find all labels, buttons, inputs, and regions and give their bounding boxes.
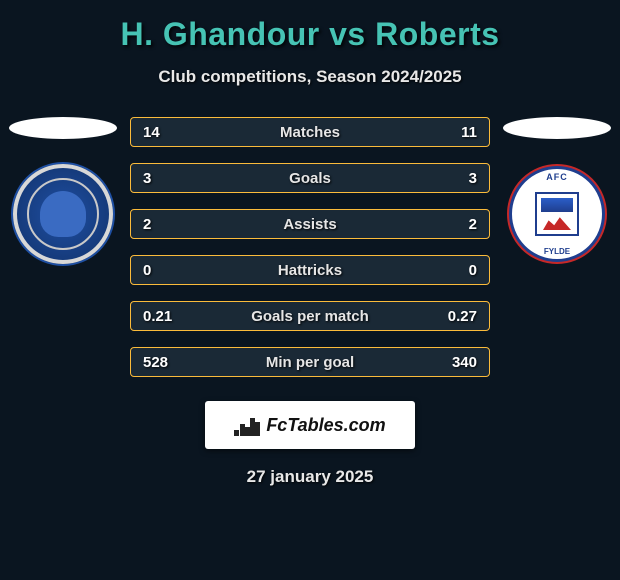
stat-left-value: 14 <box>143 124 183 141</box>
stats-column: 14Matches11 3Goals3 2Assists2 0Hattricks0 0.… <box>130 117 490 377</box>
page-title: H. Ghandour vs Roberts <box>0 16 620 53</box>
stat-right-value: 11 <box>437 124 477 141</box>
player-placeholder-right <box>503 117 611 139</box>
bar-chart-icon <box>234 414 260 436</box>
comparison-card: H. Ghandour vs Roberts Club competitions… <box>0 0 620 487</box>
mini-bar <box>255 422 260 436</box>
stat-row: 14Matches11 <box>130 117 490 147</box>
stat-row: 2Assists2 <box>130 209 490 239</box>
stat-right-value: 340 <box>437 354 477 371</box>
club-crest-fylde: AFC FYLDE <box>507 164 607 264</box>
stat-left-value: 0 <box>143 262 183 279</box>
crest-bottom-text: FYLDE <box>511 247 603 256</box>
brand-text: FcTables.com <box>266 415 385 436</box>
stat-row: 528Min per goal340 <box>130 347 490 377</box>
crest-center-box <box>535 192 579 236</box>
crest-top-text: AFC <box>511 172 603 182</box>
stat-label: Goals per match <box>183 308 437 325</box>
stat-label: Hattricks <box>183 262 437 279</box>
club-right-column: AFC FYLDE <box>502 117 612 264</box>
phoenix-icon <box>40 191 86 237</box>
club-left-column <box>8 117 118 264</box>
stat-label: Goals <box>183 170 437 187</box>
content-wrap: AFC FYLDE 14Matches11 3Goals3 2Assists2 0Ha… <box>0 117 620 377</box>
stat-right-value: 0 <box>437 262 477 279</box>
stat-row: 3Goals3 <box>130 163 490 193</box>
stat-left-value: 0.21 <box>143 308 183 325</box>
page-subtitle: Club competitions, Season 2024/2025 <box>0 67 620 87</box>
stat-row: 0.21Goals per match0.27 <box>130 301 490 331</box>
stat-right-value: 2 <box>437 216 477 233</box>
stat-left-value: 3 <box>143 170 183 187</box>
stat-right-value: 0.27 <box>437 308 477 325</box>
stat-left-value: 528 <box>143 354 183 371</box>
player-placeholder-left <box>9 117 117 139</box>
club-crest-aldershot <box>13 164 113 264</box>
snapshot-date: 27 january 2025 <box>0 467 620 487</box>
stat-left-value: 2 <box>143 216 183 233</box>
stat-label: Matches <box>183 124 437 141</box>
fctables-logo[interactable]: FcTables.com <box>205 401 415 449</box>
stat-row: 0Hattricks0 <box>130 255 490 285</box>
stat-right-value: 3 <box>437 170 477 187</box>
stat-label: Assists <box>183 216 437 233</box>
stat-label: Min per goal <box>183 354 437 371</box>
